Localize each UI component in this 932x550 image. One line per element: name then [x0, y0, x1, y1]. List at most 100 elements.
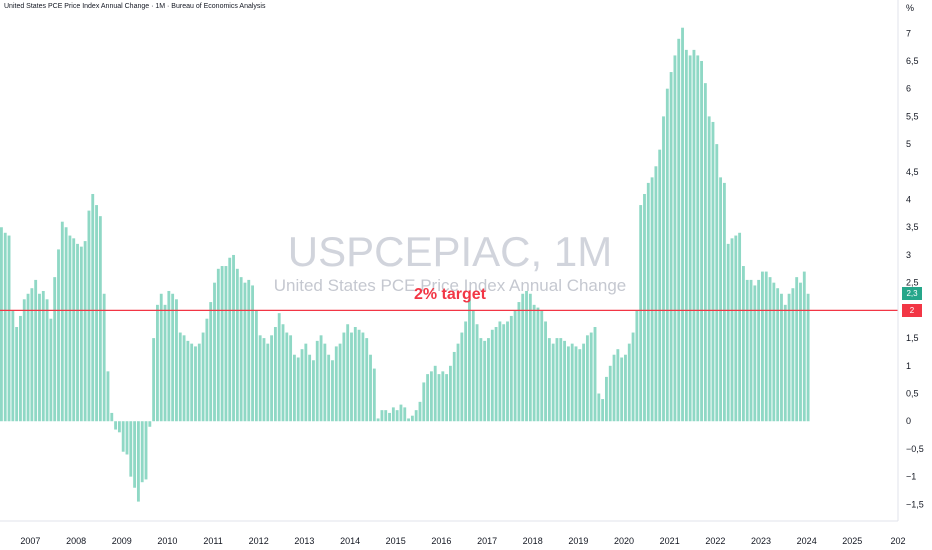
- bar: [544, 321, 547, 422]
- bar: [776, 288, 780, 422]
- bar: [197, 343, 201, 422]
- bar: [300, 349, 304, 422]
- bar: [715, 144, 719, 422]
- bar: [597, 393, 601, 422]
- bar: [768, 277, 772, 422]
- bar: [342, 332, 346, 422]
- bar: [224, 266, 228, 422]
- bar: [521, 293, 525, 422]
- bar: [585, 335, 589, 422]
- bar: [262, 338, 266, 422]
- bar: [437, 374, 441, 422]
- bar: [338, 343, 342, 422]
- bar: [327, 354, 331, 422]
- bar: [0, 227, 3, 422]
- bar: [289, 335, 293, 422]
- x-tick-label: 2024: [797, 536, 817, 546]
- bar: [76, 243, 79, 422]
- bar: [213, 282, 216, 422]
- bar: [460, 332, 464, 422]
- bar: [536, 307, 540, 422]
- bar: [285, 332, 289, 422]
- bar: [399, 404, 403, 422]
- time-axis[interactable]: 2007 2008 2009 2010 2011 2012 2013 2014 2015 2016…: [20, 536, 905, 546]
- bar: [707, 116, 711, 422]
- x-tick-label: 2020: [614, 536, 634, 546]
- bar: [738, 232, 742, 422]
- bar: [251, 285, 254, 422]
- bar: [673, 55, 677, 422]
- bar: [148, 421, 152, 427]
- bar: [547, 338, 551, 422]
- bar: [15, 327, 19, 422]
- bar: [795, 277, 799, 422]
- bar: [114, 421, 117, 430]
- bar: [133, 421, 137, 488]
- bar: [722, 182, 726, 422]
- bar: [372, 368, 376, 422]
- bar: [30, 288, 34, 422]
- bar: [772, 282, 776, 422]
- bar: [631, 332, 635, 422]
- x-tick-label: 2013: [294, 536, 314, 546]
- bar: [201, 332, 205, 422]
- bar: [692, 49, 696, 422]
- last-value-badge: 2,3: [902, 287, 922, 301]
- bar: [407, 418, 410, 422]
- bar: [87, 210, 91, 422]
- bar: [49, 318, 53, 422]
- bar: [380, 410, 384, 422]
- bar: [726, 243, 730, 422]
- bar: [422, 382, 426, 422]
- price-axis[interactable]: 7 6,5 6 5,5 5 4,5 4 3,5 3 2,5 1,5 1 0,5 0 −0,5 −1 −1,5: [906, 28, 924, 509]
- bar: [757, 279, 761, 422]
- x-tick-label: 2007: [20, 536, 40, 546]
- bar: [34, 279, 38, 422]
- bar: [498, 321, 502, 422]
- bar: [91, 193, 95, 422]
- y-tick-label: 4: [906, 195, 911, 205]
- y-tick-label: 6: [906, 84, 911, 94]
- bar: [452, 351, 456, 422]
- target-value-badge: 2: [902, 303, 922, 317]
- bar: [106, 371, 110, 422]
- bar: [612, 354, 616, 422]
- bar: [654, 166, 658, 422]
- bar: [156, 304, 159, 422]
- bar: [559, 338, 563, 422]
- x-tick-label: 2010: [157, 536, 177, 546]
- bar: [95, 205, 98, 422]
- bar: [159, 293, 163, 422]
- bar: [745, 279, 749, 422]
- x-tick-label: 2011: [203, 536, 222, 546]
- bar: [369, 354, 372, 422]
- bar: [681, 27, 684, 422]
- bar: [684, 49, 688, 422]
- y-tick-label: −1,5: [906, 499, 924, 509]
- y-tick-label: 7: [906, 28, 911, 38]
- bar: [566, 346, 570, 422]
- bar: [696, 55, 700, 422]
- bar: [353, 327, 357, 422]
- bar: [72, 238, 76, 422]
- bar: [232, 254, 235, 422]
- bar: [350, 332, 353, 422]
- bar: [551, 343, 555, 422]
- bar: [136, 421, 140, 502]
- bar: [570, 343, 574, 422]
- y-tick-label: 1: [906, 361, 911, 371]
- bar: [563, 340, 566, 422]
- x-tick-label: 202: [890, 536, 905, 546]
- bar: [60, 221, 64, 422]
- bar: [323, 343, 327, 422]
- bar: [627, 343, 631, 422]
- bar: [753, 285, 757, 422]
- bar: [384, 410, 388, 422]
- bar: [513, 310, 517, 422]
- bar: [315, 340, 319, 422]
- bar: [532, 304, 536, 422]
- y-tick-label: 1,5: [906, 333, 919, 343]
- bar: [528, 293, 532, 422]
- bar: [365, 338, 369, 422]
- x-tick-label: 2022: [705, 536, 725, 546]
